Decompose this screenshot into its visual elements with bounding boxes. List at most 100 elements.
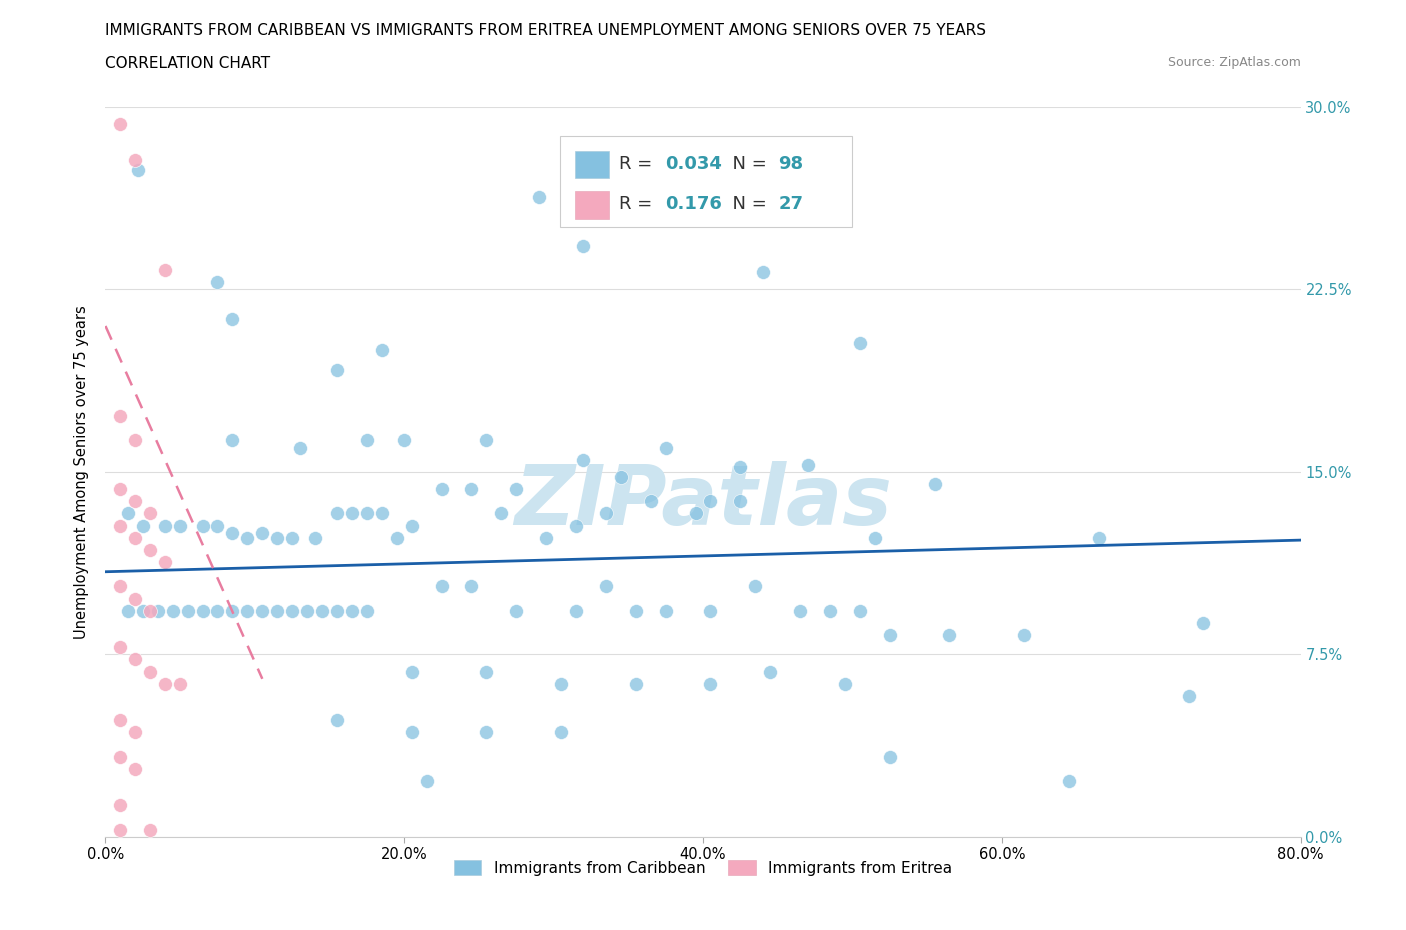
Point — [221, 604, 243, 618]
Point — [124, 591, 146, 606]
Point — [281, 530, 304, 545]
Point — [236, 530, 259, 545]
Point — [849, 604, 872, 618]
Point — [169, 676, 191, 691]
Text: 0.176: 0.176 — [665, 195, 721, 213]
Point — [475, 432, 498, 447]
Point — [879, 750, 901, 764]
Point — [124, 724, 146, 739]
Point — [356, 506, 378, 521]
Point — [326, 604, 349, 618]
Point — [207, 274, 229, 289]
Point — [191, 518, 214, 533]
Text: 27: 27 — [779, 195, 803, 213]
FancyBboxPatch shape — [575, 191, 609, 219]
Point — [110, 518, 132, 533]
Point — [252, 525, 274, 540]
Point — [110, 408, 132, 423]
Point — [699, 494, 721, 509]
Point — [221, 525, 243, 540]
Point — [565, 604, 588, 618]
Point — [1088, 530, 1111, 545]
Point — [759, 664, 782, 679]
Point — [110, 712, 132, 727]
Point — [699, 604, 721, 618]
Point — [110, 116, 132, 131]
Point — [789, 604, 811, 618]
Point — [730, 459, 752, 474]
Point — [139, 664, 162, 679]
FancyBboxPatch shape — [560, 136, 852, 228]
Point — [155, 518, 177, 533]
Point — [460, 578, 482, 593]
Point — [281, 604, 304, 618]
Point — [155, 676, 177, 691]
Point — [654, 604, 676, 618]
Point — [401, 664, 423, 679]
Legend: Immigrants from Caribbean, Immigrants from Eritrea: Immigrants from Caribbean, Immigrants fr… — [449, 854, 957, 882]
Point — [139, 506, 162, 521]
Point — [124, 432, 146, 447]
Point — [191, 604, 214, 618]
Point — [595, 506, 617, 521]
Point — [849, 336, 872, 351]
Point — [685, 506, 707, 521]
Point — [863, 530, 886, 545]
Point — [624, 604, 647, 618]
Point — [565, 518, 588, 533]
Point — [110, 482, 132, 497]
Point — [326, 363, 349, 378]
Point — [110, 822, 132, 837]
Point — [169, 518, 191, 533]
Point — [505, 482, 527, 497]
FancyBboxPatch shape — [575, 151, 609, 179]
Point — [475, 664, 498, 679]
Point — [401, 518, 423, 533]
Point — [236, 604, 259, 618]
Point — [475, 724, 498, 739]
Point — [550, 676, 572, 691]
Text: N =: N = — [721, 155, 772, 173]
Point — [117, 604, 139, 618]
Point — [572, 452, 595, 467]
Text: R =: R = — [619, 155, 658, 173]
Text: IMMIGRANTS FROM CARIBBEAN VS IMMIGRANTS FROM ERITREA UNEMPLOYMENT AMONG SENIORS : IMMIGRANTS FROM CARIBBEAN VS IMMIGRANTS … — [105, 23, 987, 38]
Point — [572, 238, 595, 253]
Point — [430, 578, 453, 593]
Point — [1177, 688, 1199, 703]
Text: CORRELATION CHART: CORRELATION CHART — [105, 56, 270, 71]
Point — [117, 506, 139, 521]
Point — [221, 432, 243, 447]
Point — [879, 628, 901, 643]
Point — [356, 432, 378, 447]
Point — [640, 494, 662, 509]
Point — [326, 712, 349, 727]
Point — [132, 604, 155, 618]
Point — [110, 578, 132, 593]
Point — [124, 652, 146, 667]
Point — [139, 822, 162, 837]
Point — [505, 604, 527, 618]
Point — [938, 628, 960, 643]
Point — [654, 440, 676, 455]
Point — [834, 676, 856, 691]
Point — [127, 163, 149, 178]
Point — [534, 530, 557, 545]
Point — [132, 518, 155, 533]
Point — [595, 578, 617, 593]
Point — [139, 542, 162, 557]
Point — [311, 604, 333, 618]
Point — [401, 724, 423, 739]
Text: Source: ZipAtlas.com: Source: ZipAtlas.com — [1167, 56, 1301, 69]
Point — [394, 432, 416, 447]
Point — [340, 604, 363, 618]
Point — [1192, 616, 1215, 631]
Text: N =: N = — [721, 195, 772, 213]
Point — [304, 530, 326, 545]
Point — [146, 604, 169, 618]
Point — [252, 604, 274, 618]
Point — [550, 724, 572, 739]
Point — [924, 477, 946, 492]
Point — [1012, 628, 1035, 643]
Point — [624, 676, 647, 691]
